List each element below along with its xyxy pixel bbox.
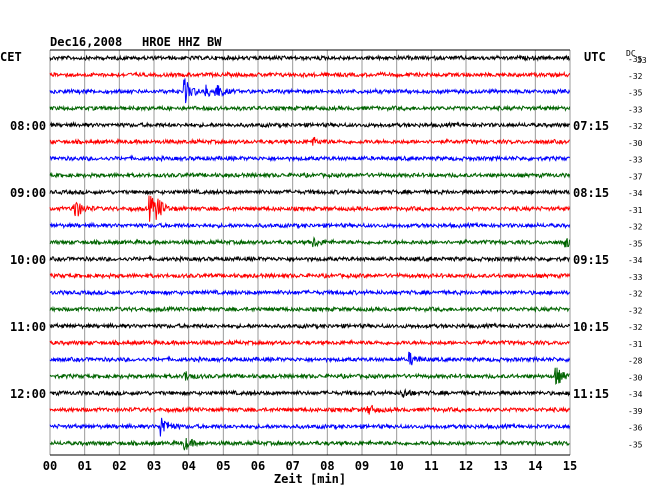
left-hour-label: 10:00 <box>10 253 46 267</box>
trace-row <box>49 171 571 180</box>
right-hour-label: 11:15 <box>573 387 609 401</box>
dc-offset-label: -33 <box>628 105 643 114</box>
trace-row <box>49 338 570 347</box>
trace-row <box>49 70 571 79</box>
dc-offset-label: -31 <box>628 206 643 215</box>
dc-offset-header: DC <box>626 49 636 58</box>
trace-row <box>49 305 570 314</box>
right-hour-label: 09:15 <box>573 253 609 267</box>
x-tick-label: 13 <box>493 459 507 473</box>
dc-offset-label: -32 <box>628 290 643 299</box>
trace-row <box>49 104 571 113</box>
dc-offset-label: -35 <box>628 89 643 98</box>
dc-offset-label: -30 <box>628 139 643 148</box>
dc-offset-label: -37 <box>628 172 643 181</box>
dc-offset-label: -36 <box>628 424 643 433</box>
dc-offset-label: -30 <box>628 373 643 382</box>
right-hour-label: 08:15 <box>573 186 609 200</box>
x-tick-label: 05 <box>216 459 230 473</box>
dc-offset-label: -34 <box>628 256 643 265</box>
trace-row <box>49 120 571 129</box>
dc-offset-label: -33 <box>628 273 643 282</box>
trace-row <box>49 367 570 385</box>
left-hour-label: 09:00 <box>10 186 46 200</box>
x-tick-label: 04 <box>181 459 195 473</box>
label-layer: Dec16,2008 HROE HHZ BW CET UTC DC 33 Zei… <box>0 35 647 486</box>
x-tick-label: 07 <box>285 459 299 473</box>
x-axis-label: Zeit [min] <box>274 472 346 486</box>
right-timezone-label: UTC <box>584 50 606 64</box>
dc-offset-label: -32 <box>628 72 643 81</box>
dc-offset-label: -34 <box>628 189 643 198</box>
right-hour-label: 10:15 <box>573 320 609 334</box>
left-hour-label: 08:00 <box>10 119 46 133</box>
trace-row <box>49 136 570 146</box>
dc-offset-label: -33 <box>628 156 643 165</box>
trace-row <box>49 321 571 330</box>
station-title: HROE HHZ BW <box>142 35 222 49</box>
trace-row <box>49 254 571 263</box>
x-tick-label: 09 <box>355 459 369 473</box>
dc-offset-label: -32 <box>628 122 643 131</box>
dc-offset-label: -31 <box>628 340 643 349</box>
x-tick-label: 01 <box>77 459 91 473</box>
dc-offset-label: -32 <box>628 323 643 332</box>
trace-row <box>49 387 571 398</box>
trace-row <box>49 272 571 280</box>
x-tick-label: 08 <box>320 459 334 473</box>
dc-offset-label: -35 <box>628 440 643 449</box>
x-tick-label: 06 <box>251 459 265 473</box>
trace-row <box>49 404 571 415</box>
dc-offset-label: -35 <box>628 239 643 248</box>
dc-offset-header-value: 33 <box>637 56 647 65</box>
trace-row <box>49 417 571 437</box>
dc-offset-label: -32 <box>628 223 643 232</box>
dc-offset-label: -39 <box>628 407 643 416</box>
date-title: Dec16,2008 <box>50 35 122 49</box>
minute-grid <box>49 49 571 456</box>
right-hour-label: 07:15 <box>573 119 609 133</box>
trace-row <box>49 351 571 366</box>
dc-offset-label: -34 <box>628 390 643 399</box>
trace-row <box>49 54 571 62</box>
trace-row <box>49 195 571 222</box>
dc-offset-label: -28 <box>628 357 643 366</box>
left-hour-label: 12:00 <box>10 387 46 401</box>
dc-offset-label: -32 <box>628 306 643 315</box>
trace-row <box>49 154 571 163</box>
trace-row <box>49 221 571 230</box>
trace-row <box>49 236 571 248</box>
trace-rows <box>49 54 571 451</box>
x-tick-label: 14 <box>528 459 542 473</box>
x-tick-label: 10 <box>389 459 403 473</box>
x-tick-label: 15 <box>563 459 577 473</box>
x-tick-label: 03 <box>147 459 161 473</box>
trace-row <box>49 288 571 297</box>
dc-offset-label: -35 <box>628 55 643 64</box>
x-tick-label: 00 <box>43 459 57 473</box>
x-tick-label: 02 <box>112 459 126 473</box>
x-tick-label: 11 <box>424 459 438 473</box>
left-hour-label: 11:00 <box>10 320 46 334</box>
x-tick-label: 12 <box>459 459 473 473</box>
trace-row <box>49 78 571 104</box>
left-timezone-label: CET <box>0 50 22 64</box>
trace-row <box>49 188 570 196</box>
trace-row <box>49 437 570 451</box>
